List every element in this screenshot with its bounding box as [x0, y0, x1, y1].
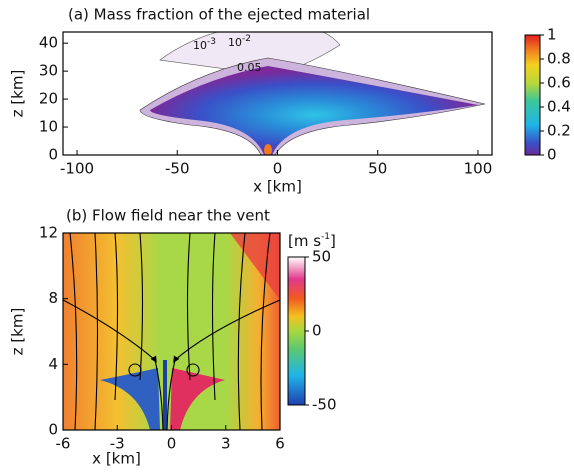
colorbar-b [287, 256, 306, 406]
colorbar-tick-label: 1 [547, 26, 557, 44]
y-tick-label: 12 [39, 224, 58, 242]
superscript: -1 [321, 232, 330, 242]
x-tick-label: -6 [56, 435, 71, 453]
chart-title: (a) Mass fraction of the ejected materia… [68, 6, 370, 24]
x-axis-label: x [km] [253, 178, 302, 196]
y-tick-label: 10 [39, 118, 58, 136]
y-tick-label: 20 [39, 90, 58, 108]
x-tick-label: 50 [368, 160, 387, 178]
y-tick-label: 0 [48, 421, 58, 439]
superscript: -3 [207, 37, 216, 47]
text-part: [m s [288, 232, 321, 250]
x-tick-label: 0 [167, 435, 177, 453]
colorbar-tick-label: 0 [312, 322, 322, 340]
text-part: ] [330, 232, 336, 250]
chart-title: (b) Flow field near the vent [66, 207, 270, 225]
x-tick-label: 6 [275, 435, 285, 453]
colorbar-tick-label: -50 [312, 396, 337, 414]
x-tick-label: 0 [273, 160, 283, 178]
contour-label: 0.05 [237, 61, 262, 74]
field-a [139, 32, 486, 155]
y-tick-label: 8 [48, 289, 58, 307]
colorbar-tick-label: 0.4 [547, 98, 571, 116]
x-tick-label: -50 [165, 160, 190, 178]
contour-label: 10-2 [228, 34, 251, 50]
colorbar-tick-label: 0.2 [547, 122, 571, 140]
x-tick-label: 3 [221, 435, 231, 453]
text-part: 10 [193, 39, 207, 52]
text-part: 0.05 [237, 61, 262, 74]
field-b [63, 233, 280, 430]
text-part: 10 [228, 36, 242, 49]
y-tick-label: 40 [39, 34, 58, 52]
x-axis-label: x [km] [92, 450, 141, 468]
colorbar-tick-label: 0.6 [547, 74, 571, 92]
x-tick-label: -100 [60, 160, 94, 178]
colorbar-tick-label: 50 [312, 248, 331, 266]
y-axis-label: z [km] [9, 70, 27, 118]
y-tick-label: 30 [39, 62, 58, 80]
y-tick-label: 4 [48, 355, 58, 373]
colorbar-label: [m s-1] [288, 232, 336, 250]
colorbar-tick-label: 0 [547, 146, 557, 164]
x-tick-label: 100 [464, 160, 493, 178]
superscript: -2 [242, 34, 251, 44]
colorbar-tick-label: 0.8 [547, 50, 571, 68]
colorbar-a [524, 34, 541, 156]
contour-label: 10-3 [193, 37, 216, 53]
y-axis-label: z [km] [9, 308, 27, 356]
y-tick-label: 0 [48, 146, 58, 164]
x-tick-label: -3 [110, 435, 125, 453]
